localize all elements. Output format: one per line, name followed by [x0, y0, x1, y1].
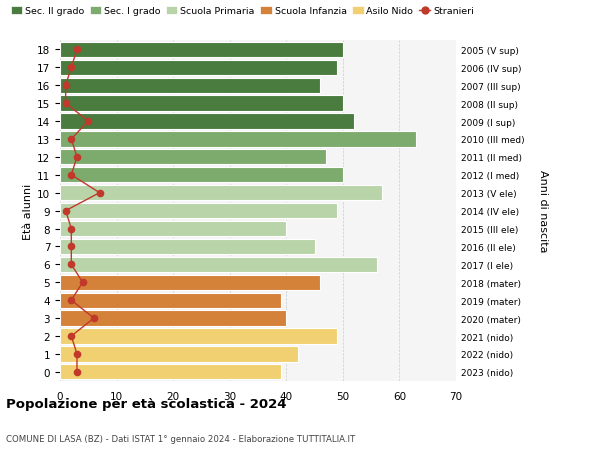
Bar: [60, 114, 354, 129]
Text: Popolazione per età scolastica - 2024: Popolazione per età scolastica - 2024: [6, 397, 287, 410]
Bar: [60, 364, 281, 380]
Bar: [60, 347, 298, 362]
Bar: [60, 132, 416, 147]
Bar: [60, 168, 343, 183]
Y-axis label: Anni di nascita: Anni di nascita: [538, 170, 548, 252]
Bar: [60, 293, 281, 308]
Bar: [60, 185, 382, 201]
Y-axis label: Età alunni: Età alunni: [23, 183, 33, 239]
Bar: [60, 329, 337, 344]
Bar: [60, 221, 286, 236]
Bar: [60, 78, 320, 94]
Bar: [60, 203, 337, 219]
Bar: [60, 61, 337, 76]
Bar: [60, 43, 343, 58]
Bar: [60, 311, 286, 326]
Text: COMUNE DI LASA (BZ) - Dati ISTAT 1° gennaio 2024 - Elaborazione TUTTITALIA.IT: COMUNE DI LASA (BZ) - Dati ISTAT 1° genn…: [6, 434, 355, 443]
Bar: [60, 150, 326, 165]
Bar: [60, 275, 320, 290]
Bar: [60, 257, 377, 272]
Legend: Sec. II grado, Sec. I grado, Scuola Primaria, Scuola Infanzia, Asilo Nido, Stran: Sec. II grado, Sec. I grado, Scuola Prim…: [11, 7, 474, 16]
Bar: [60, 239, 314, 254]
Bar: [60, 96, 343, 112]
